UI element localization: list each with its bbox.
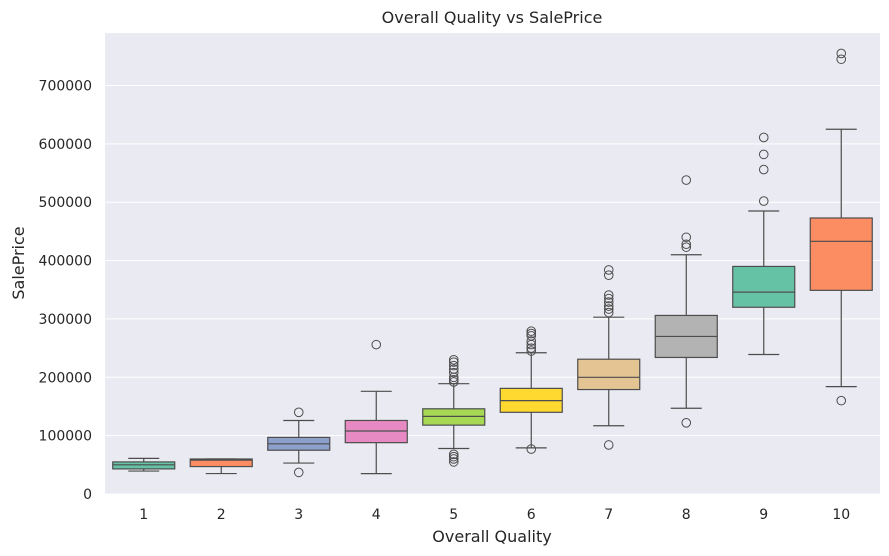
y-axis-ticks: 0 100000 200000 300000 400000 500000 600000 700…: [39, 79, 92, 503]
box-group-4: [344, 339, 408, 475]
outlier-point: [758, 149, 769, 160]
outlier-point: [603, 270, 614, 280]
iqr-box: [809, 217, 873, 291]
x-tick-label: 10: [832, 507, 850, 523]
outlier-point: [681, 232, 692, 243]
outlier-point: [526, 336, 537, 346]
outlier-point: [603, 290, 614, 300]
outlier-point: [526, 331, 537, 341]
outlier-point: [603, 297, 614, 307]
outlier-point: [603, 265, 614, 275]
outlier-point: [836, 48, 847, 59]
outlier-point: [603, 307, 614, 318]
y-tick-label: 500000: [39, 195, 92, 211]
outlier-point: [448, 451, 459, 462]
y-tick-label: 400000: [39, 254, 92, 270]
plot-area: [105, 33, 880, 494]
box-group-1: [112, 457, 176, 472]
outlier-point: [293, 467, 304, 478]
x-axis-label: Overall Quality: [432, 527, 551, 546]
outlier-point: [681, 242, 692, 252]
outlier-point: [448, 364, 459, 374]
y-tick-label: 0: [83, 487, 92, 503]
iqr-box: [577, 358, 641, 391]
outlier-point: [448, 454, 459, 464]
box-series: [112, 48, 873, 478]
outlier-point: [448, 354, 459, 365]
box-group-3: [267, 407, 331, 478]
box-group-9: [732, 132, 796, 356]
outlier-point: [758, 132, 769, 143]
x-tick-label: 9: [759, 507, 768, 523]
x-tick-label: 7: [604, 507, 613, 523]
chart-title: Overall Quality vs SalePrice: [382, 8, 603, 27]
outlier-point: [603, 440, 614, 450]
outlier-point: [448, 449, 459, 460]
y-tick-label: 300000: [39, 312, 92, 328]
outlier-point: [681, 239, 692, 250]
x-tick-label: 8: [682, 507, 691, 523]
outlier-point: [526, 444, 537, 454]
outlier-point: [526, 346, 537, 356]
outlier-point: [836, 54, 847, 65]
x-axis-ticks: 1 2 3 4 5 6 7 8 9 10: [139, 507, 850, 523]
y-tick-label: 600000: [39, 137, 92, 153]
outlier-point: [681, 175, 692, 185]
box-group-2: [189, 458, 253, 475]
iqr-box: [732, 265, 796, 308]
grid-lines: [105, 85, 880, 495]
y-tick-label: 200000: [39, 370, 92, 386]
x-tick-label: 2: [217, 507, 226, 523]
outlier-point: [448, 360, 459, 371]
x-tick-label: 4: [372, 507, 381, 523]
outlier-point: [681, 418, 692, 428]
y-axis-label: SalePrice: [9, 226, 28, 299]
outlier-point: [836, 395, 847, 406]
box-group-7: [577, 265, 641, 450]
outlier-point: [526, 326, 537, 336]
outlier-point: [603, 301, 614, 311]
outlier-point: [603, 293, 614, 304]
box-group-6: [499, 326, 563, 454]
y-tick-label: 100000: [39, 429, 92, 445]
outlier-point: [448, 377, 459, 387]
outlier-point: [758, 164, 769, 175]
outlier-point: [758, 196, 769, 206]
x-tick-label: 3: [294, 507, 303, 523]
x-tick-label: 6: [527, 507, 536, 523]
box-group-5: [422, 354, 486, 467]
outlier-point: [448, 374, 459, 385]
outlier-point: [448, 457, 459, 467]
outlier-point: [293, 407, 304, 418]
box-group-10: [809, 48, 873, 406]
outlier-point: [371, 339, 382, 350]
x-tick-label: 1: [139, 507, 148, 523]
x-tick-label: 5: [449, 507, 458, 523]
box-group-8: [654, 175, 718, 428]
y-tick-label: 700000: [39, 79, 92, 95]
outlier-point: [526, 343, 537, 353]
outlier-point: [448, 357, 459, 367]
outlier-point: [526, 328, 537, 339]
outlier-point: [448, 367, 459, 378]
iqr-box: [189, 458, 253, 468]
outlier-point: [603, 304, 614, 314]
